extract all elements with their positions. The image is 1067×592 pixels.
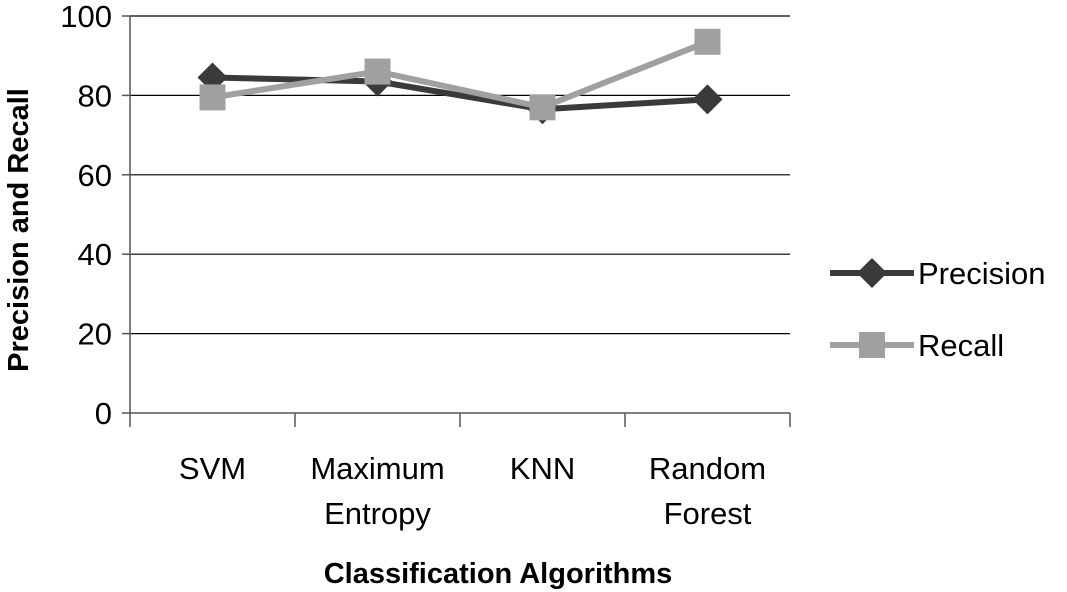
- legend-label: Recall: [918, 328, 1004, 363]
- x-tick-label: Random Forest: [649, 451, 766, 531]
- legend-item-precision: Precision: [830, 256, 1046, 291]
- y-tick-label: 60: [78, 158, 112, 193]
- y-tick-label: 100: [60, 0, 112, 34]
- series-recall: [199, 28, 721, 121]
- x-axis-ticks: SVM Maximum Entropy KNN Random Forest: [129, 413, 791, 531]
- data-point-recall: [529, 94, 556, 121]
- legend: Precision Recall: [830, 256, 1046, 363]
- y-tick-label: 80: [78, 78, 112, 113]
- legend-marker-square: [859, 332, 885, 358]
- x-tick-label: SVM: [179, 451, 246, 486]
- data-point-precision: [692, 84, 723, 115]
- legend-label: Precision: [918, 256, 1046, 291]
- series-precision: [197, 62, 723, 125]
- data-point-recall: [364, 58, 391, 85]
- y-axis-title: Precision and Recall: [3, 88, 35, 372]
- y-tick-label: 40: [78, 237, 112, 272]
- x-tick-label: Maximum Entropy: [310, 451, 444, 531]
- x-tick-label: KNN: [510, 451, 575, 486]
- data-point-recall: [694, 28, 721, 55]
- legend-item-recall: Recall: [830, 328, 1004, 363]
- data-point-recall: [199, 84, 226, 111]
- x-axis-title: Classification Algorithms: [324, 558, 673, 590]
- series-line-precision: [212, 74, 708, 113]
- gridlines: [130, 15, 790, 335]
- series-line-recall: [212, 39, 709, 111]
- y-axis-ticks: 0 20 40 60 80 100: [60, 0, 130, 431]
- y-tick-label: 0: [95, 396, 112, 431]
- y-tick-label: 20: [78, 317, 112, 352]
- series-layer: [197, 28, 723, 125]
- legend-marker-diamond: [857, 258, 887, 288]
